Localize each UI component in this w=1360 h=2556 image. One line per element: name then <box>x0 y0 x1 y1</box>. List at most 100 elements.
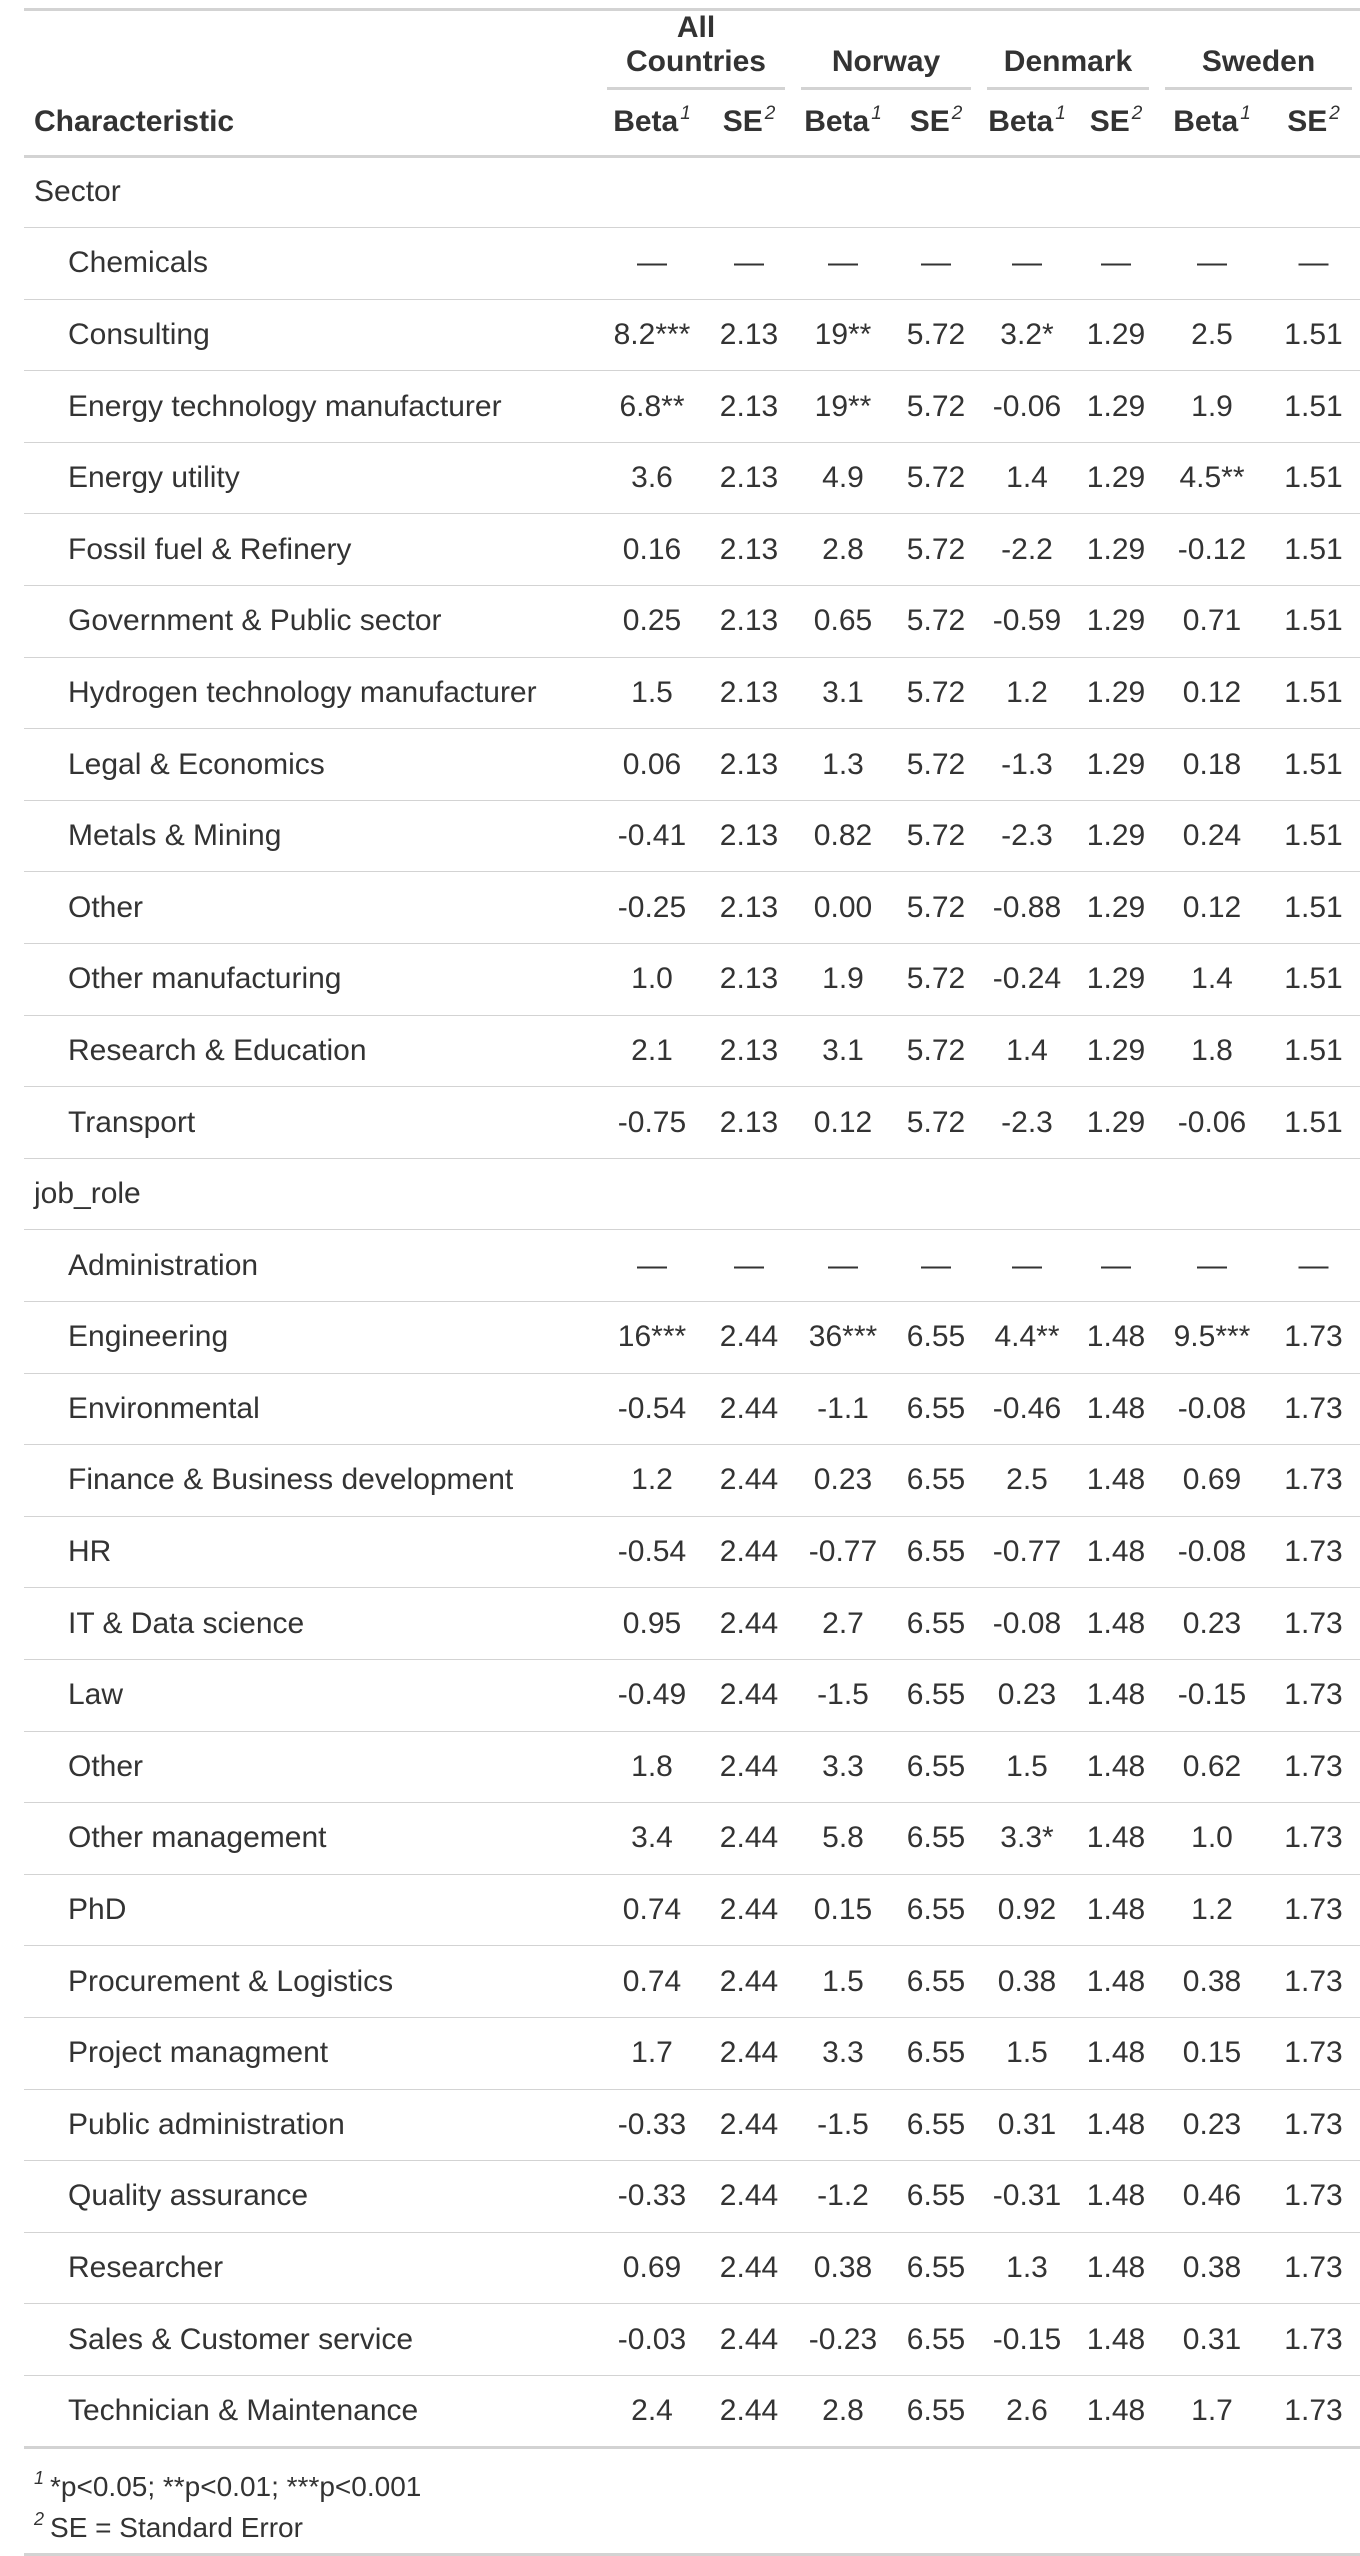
beta-cell: -0.49 <box>617 1678 687 1712</box>
footnote-mark: 1 <box>34 2467 45 2488</box>
se-cell: 1.29 <box>1086 532 1146 566</box>
table-row: Consulting 8.2*** 2.13 19** 5.72 3.2* 1.29 2.5 1… <box>24 299 1360 371</box>
beta-cell: 19** <box>814 317 872 351</box>
beta-cell: 0.38 <box>1182 2251 1242 2285</box>
beta-cell: 1.5 <box>1006 1749 1048 1783</box>
se-cell: 2.44 <box>719 1893 779 1927</box>
beta-cell: -0.75 <box>617 1105 687 1139</box>
beta-cell: -2.3 <box>1001 819 1053 853</box>
table-row: Chemicals — — — — — — — — <box>24 227 1360 300</box>
se-cell: 2.13 <box>719 890 779 924</box>
se-cell: — <box>1101 246 1131 280</box>
footnote-mark: 2 <box>1329 103 1340 125</box>
beta-cell: 0.23 <box>1182 2107 1242 2141</box>
beta-header: Beta 1 <box>793 90 893 156</box>
beta-cell: 2.8 <box>822 532 864 566</box>
regression-table: All Countries Norway Denmark Sweden Char… <box>24 8 1360 2556</box>
beta-cell: 1.8 <box>631 1749 673 1783</box>
se-cell: 5.72 <box>906 317 966 351</box>
table-row: Government & Public sector 0.25 2.13 0.65 5.… <box>24 585 1360 658</box>
beta-cell: — <box>1012 246 1042 280</box>
beta-cell: 8.2*** <box>613 317 691 351</box>
beta-cell: -0.54 <box>617 1391 687 1425</box>
beta-cell: 2.6 <box>1006 2393 1048 2427</box>
row-label: Chemicals <box>68 246 209 280</box>
footnote-row: 1 *p<0.05; **p<0.01; ***p<0.001 <box>24 2447 1360 2503</box>
se-cell: 1.73 <box>1284 2036 1343 2070</box>
beta-cell: 0.71 <box>1182 604 1242 638</box>
beta-cell: — <box>1197 1248 1227 1282</box>
beta-cell: 0.74 <box>622 1964 682 1998</box>
row-label: Administration <box>68 1248 259 1282</box>
se-cell: 6.55 <box>906 2393 966 2427</box>
footnote-row: 2 SE = Standard Error <box>24 2503 1360 2555</box>
beta-header: Beta 1 <box>1157 90 1267 156</box>
beta-cell: 0.46 <box>1182 2179 1242 2213</box>
beta-cell: -1.3 <box>1001 747 1053 781</box>
beta-cell: -0.88 <box>992 890 1062 924</box>
se-cell: 1.51 <box>1284 604 1343 638</box>
se-cell: 5.72 <box>906 890 966 924</box>
se-cell: 5.72 <box>906 819 966 853</box>
beta-cell: — <box>637 1248 667 1282</box>
se-cell: 2.44 <box>719 2251 779 2285</box>
beta-cell: 4.5** <box>1179 461 1245 495</box>
se-cell: 6.55 <box>906 1391 966 1425</box>
beta-cell: 1.3 <box>1006 2251 1048 2285</box>
se-cell: 1.73 <box>1284 1535 1343 1569</box>
se-header: SE 2 <box>1075 90 1157 156</box>
beta-cell: 0.12 <box>1182 675 1242 709</box>
beta-cell: 1.4 <box>1006 461 1048 495</box>
se-cell: 2.44 <box>719 1964 779 1998</box>
beta-cell: — <box>828 246 858 280</box>
beta-cell: 1.0 <box>631 962 673 996</box>
beta-cell: 4.4** <box>994 1320 1060 1354</box>
se-header-label: SE <box>909 105 950 139</box>
footnote-mark: 2 <box>764 103 776 125</box>
table-row: Metals & Mining -0.41 2.13 0.82 5.72 -2.3 1.29… <box>24 800 1360 872</box>
se-cell: 2.44 <box>719 2322 779 2356</box>
se-cell: 2.44 <box>719 1320 779 1354</box>
se-cell: 1.73 <box>1284 1463 1343 1497</box>
row-label: IT & Data science <box>68 1606 305 1640</box>
beta-cell: 3.2* <box>1000 317 1054 351</box>
se-cell: 1.48 <box>1086 1964 1146 1998</box>
beta-cell: — <box>1197 246 1227 280</box>
beta-cell: 0.24 <box>1182 819 1242 853</box>
se-header: SE 2 <box>1267 90 1360 156</box>
se-cell: 1.29 <box>1086 1105 1146 1139</box>
se-cell: 1.29 <box>1086 604 1146 638</box>
beta-cell: -2.2 <box>1001 532 1053 566</box>
se-cell: 1.29 <box>1086 819 1146 853</box>
beta-cell: -1.2 <box>817 2179 869 2213</box>
se-cell: 2.44 <box>719 1606 779 1640</box>
se-cell: 1.48 <box>1086 1391 1146 1425</box>
se-cell: 6.55 <box>906 2251 966 2285</box>
se-cell: — <box>1101 1248 1131 1282</box>
table-row: Sales & Customer service -0.03 2.44 -0.23 6.… <box>24 2303 1360 2376</box>
se-cell: 6.55 <box>906 2179 966 2213</box>
beta-cell: 4.9 <box>822 461 864 495</box>
row-label: Other management <box>68 1821 327 1855</box>
se-cell: 1.73 <box>1284 2107 1343 2141</box>
row-label: Project managment <box>68 2036 329 2070</box>
footnote-mark: 1 <box>680 103 691 125</box>
se-cell: 5.72 <box>906 532 966 566</box>
se-cell: 5.72 <box>906 747 966 781</box>
table-row: Engineering 16*** 2.44 36*** 6.55 4.4** 1.48 9.… <box>24 1301 1360 1374</box>
beta-cell: -0.77 <box>808 1535 878 1569</box>
beta-cell: -1.1 <box>817 1391 869 1425</box>
beta-header-label: Beta <box>1173 105 1239 139</box>
beta-cell: 1.2 <box>1006 675 1048 709</box>
se-cell: 2.13 <box>719 532 779 566</box>
footnote-mark: 1 <box>1055 103 1066 125</box>
se-cell: — <box>921 246 951 280</box>
beta-cell: — <box>637 246 667 280</box>
se-cell: 2.44 <box>719 2036 779 2070</box>
spanner-norway: Norway <box>793 10 979 90</box>
beta-cell: -0.08 <box>1177 1391 1247 1425</box>
footnote-mark: 1 <box>1240 103 1251 125</box>
table-row: Researcher 0.69 2.44 0.38 6.55 1.3 1.48 0.38 1.7… <box>24 2232 1360 2304</box>
beta-cell: -0.06 <box>1177 1105 1247 1139</box>
beta-cell: 19** <box>814 389 872 423</box>
